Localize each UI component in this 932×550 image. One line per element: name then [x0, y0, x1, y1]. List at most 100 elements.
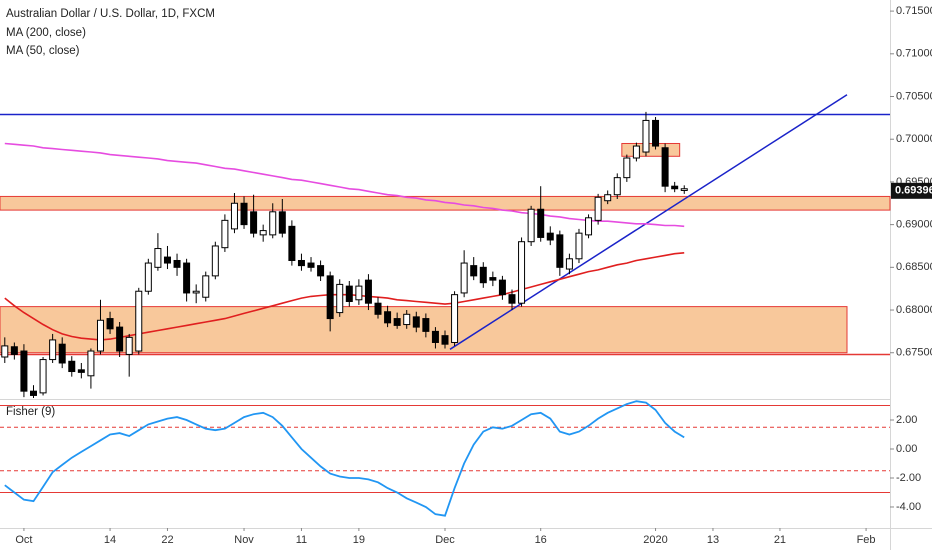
candle-body	[116, 326, 124, 352]
candle-body	[412, 316, 420, 328]
candle-body	[403, 313, 411, 326]
x-tick-label: Nov	[234, 534, 254, 546]
candle-body	[393, 318, 401, 326]
legend-entry: MA (200, close)	[6, 27, 86, 39]
indicator-label: Fisher (9)	[6, 406, 55, 418]
y-tick-label: -4.00	[896, 501, 921, 513]
candle-body	[336, 283, 344, 314]
zone	[621, 142, 681, 157]
candle-body	[39, 359, 47, 394]
candle-body	[77, 369, 85, 373]
x-tick-label: 13	[707, 534, 719, 546]
candle-body	[173, 259, 181, 268]
candle-body	[527, 208, 535, 243]
x-tick-label: 16	[535, 534, 547, 546]
candle-body	[20, 350, 28, 392]
x-tick-label: 19	[353, 534, 365, 546]
candle-body	[632, 145, 640, 159]
chart-title: Australian Dollar / U.S. Dollar, 1D, FXC…	[6, 8, 215, 20]
candle-body	[68, 360, 76, 373]
x-tick-label: Feb	[857, 534, 876, 546]
zone	[0, 195, 891, 211]
candle-body	[278, 211, 286, 234]
candle-body	[259, 230, 267, 236]
candle-body	[163, 256, 171, 264]
candle-body	[10, 346, 18, 355]
y-tick-label: 0.00	[896, 443, 917, 455]
candle-body	[58, 343, 66, 364]
candle-body	[240, 202, 248, 226]
candle-body	[49, 339, 57, 361]
y-tick-label: 0.68500	[896, 261, 932, 273]
candle-body	[135, 290, 143, 352]
last-price-label: 0.69396	[895, 185, 932, 197]
candle-body	[518, 241, 526, 304]
x-tick-label: 21	[774, 534, 786, 546]
x-tick-label: 14	[104, 534, 116, 546]
candle-body	[29, 390, 37, 396]
y-tick-label: 0.70000	[896, 133, 932, 145]
candle-body	[345, 285, 353, 302]
candle-body	[221, 219, 229, 249]
indicator-line	[4, 400, 685, 517]
candle-body	[498, 279, 506, 296]
candle-body	[125, 336, 133, 355]
candle-body	[96, 319, 104, 352]
candle-body	[508, 294, 516, 304]
candle-body	[202, 275, 210, 298]
candle-body	[317, 265, 325, 277]
candle-body	[355, 285, 363, 301]
y-tick-label: 2.00	[896, 414, 917, 426]
candle-body	[546, 232, 554, 241]
candle-body	[106, 318, 114, 330]
candle-body	[489, 277, 497, 281]
last-price-box	[891, 182, 932, 199]
candle-body	[154, 248, 162, 268]
plot: 0.715000.710000.705000.700000.695000.690…	[0, 5, 932, 546]
candle-body	[479, 266, 487, 284]
candle-body	[575, 232, 583, 260]
candle-body	[460, 262, 468, 294]
candle-body	[431, 330, 439, 343]
y-tick-label: 0.70500	[896, 90, 932, 102]
candle-body	[183, 262, 191, 294]
candle-body	[422, 318, 430, 332]
x-tick-label: Oct	[15, 534, 32, 546]
candle-body	[642, 119, 650, 153]
candle-body	[441, 335, 449, 345]
candle-body	[144, 262, 152, 292]
y-tick-label: 0.71500	[896, 5, 932, 17]
legend-entry: MA (50, close)	[6, 45, 80, 57]
x-tick-label: 22	[161, 534, 173, 546]
candle-body	[661, 147, 669, 187]
candle-body	[671, 185, 679, 190]
candle-body	[680, 188, 688, 191]
x-tick-label: 2020	[643, 534, 667, 546]
candle-body	[451, 294, 459, 343]
y-tick-label: 0.69000	[896, 219, 932, 231]
candle-body	[556, 234, 564, 268]
candle-body	[604, 194, 612, 202]
candle-body	[269, 211, 277, 236]
candle-body	[192, 290, 200, 294]
candle-body	[364, 279, 372, 304]
candle-body	[623, 157, 631, 179]
candle-body	[250, 211, 258, 234]
candle-body	[565, 258, 573, 270]
y-tick-label: -2.00	[896, 472, 921, 484]
y-tick-label: 0.71000	[896, 48, 932, 60]
candle-body	[1, 345, 9, 358]
candle-body	[652, 119, 660, 147]
candle-body	[470, 265, 478, 277]
trendline	[449, 94, 848, 350]
candle-body	[288, 225, 296, 261]
y-tick-label: 0.68000	[896, 304, 932, 316]
x-tick-label: 11	[296, 534, 307, 546]
candle-body	[87, 350, 95, 377]
candle-body	[374, 302, 382, 315]
candle-body	[384, 311, 392, 324]
candle-body	[297, 259, 305, 267]
moving-average	[4, 142, 685, 228]
candle-body	[307, 262, 315, 268]
y-tick-label: 0.67500	[896, 347, 932, 359]
